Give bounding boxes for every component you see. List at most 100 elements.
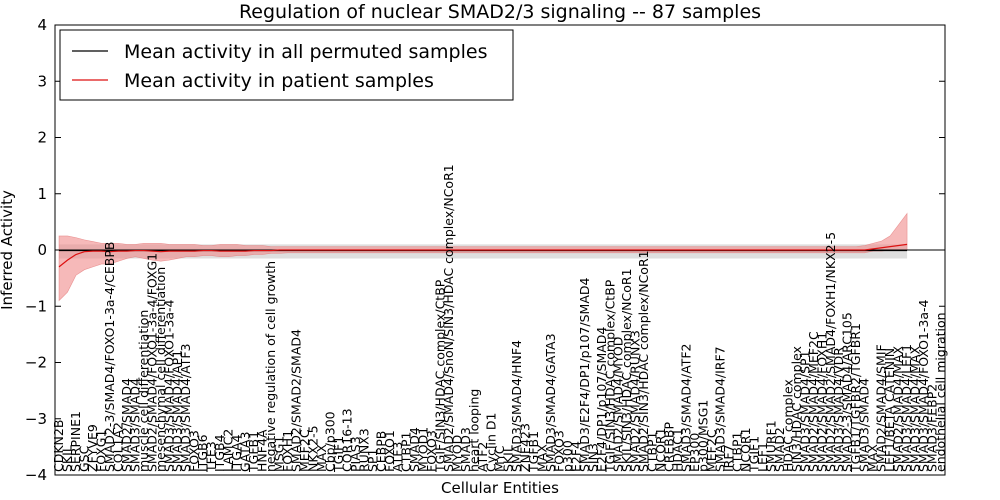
category-label: TFE3 xyxy=(204,441,219,473)
category-label: FOXO3 xyxy=(187,430,202,472)
category-label: NCOR1 xyxy=(738,427,753,472)
category-label: FOXH1 xyxy=(280,430,295,472)
category-label: SMAD3/FEBP2 xyxy=(925,384,940,472)
category-label: SMAD3/SMAD4/FOXO1-3a-4 xyxy=(916,299,931,472)
y-tick-label: 3 xyxy=(37,72,47,90)
category-label: TGFB1 xyxy=(246,431,261,473)
category-label: MAX xyxy=(865,444,880,472)
category-label: SMAD2/SMAD2/SMAD4/FOXH1/NKX2-5 xyxy=(823,232,838,472)
category-label: NCOR1 xyxy=(653,427,668,472)
category-label: ITGB4 xyxy=(212,434,227,472)
category-label: SMAD2/SMAD4/MYOD xyxy=(611,337,626,472)
y-tick-label: −4 xyxy=(25,466,47,484)
category-label: SMAD3/SMAD4 xyxy=(127,378,142,472)
category-label: SMAD3/SMAD4/IRF7 xyxy=(713,346,728,472)
category-label: RUNX3 xyxy=(356,428,371,472)
category-label: E2F4 xyxy=(568,441,583,472)
category-label: MAX xyxy=(314,444,329,472)
category-label: E2F4/DP1/p107/SMAD4 xyxy=(594,327,609,472)
category-label: p300 xyxy=(560,440,575,472)
category-label: MEF2C xyxy=(704,429,719,472)
category-label: FOXO3 xyxy=(424,430,439,472)
category-label: MYC xyxy=(492,445,507,472)
category-label: Cbp/p300 xyxy=(322,411,337,472)
chart-title: Regulation of nuclear SMAD2/3 signaling … xyxy=(239,1,761,23)
category-label: ATF3 xyxy=(390,442,405,472)
category-label: COR16-13 xyxy=(339,408,354,472)
category-label: ZFYVE9 xyxy=(85,424,100,472)
category-label: endothelial cell migration xyxy=(933,312,948,472)
category-label: SMAD2/SMAD4/MEF2C xyxy=(806,331,821,472)
category-label: NKX2-5 xyxy=(305,425,320,472)
category-label: GSC xyxy=(76,445,91,472)
category-label: FOXO3 xyxy=(551,430,566,472)
legend-label-patient: Mean activity in patient samples xyxy=(124,70,434,92)
y-tick-label: 4 xyxy=(37,16,47,34)
category-label: TGIF1 xyxy=(746,436,761,473)
category-label: SMAD2 xyxy=(772,427,787,472)
category-labels: CDKN2BSKILSERPINE1GSCZFYVE9FOXG1SMAD2-3/… xyxy=(51,164,948,473)
category-label: SMAD3/SMAD4/SP1 xyxy=(797,350,812,472)
category-label: SKIL xyxy=(59,445,74,472)
y-tick-label: −1 xyxy=(25,297,47,315)
category-label: ITGB6 xyxy=(195,434,210,472)
category-label: ITGA4 xyxy=(229,434,244,472)
y-tick-label: 1 xyxy=(37,185,47,203)
category-label: TGIF/SIN3/HDAC complex/CtBP xyxy=(602,279,617,473)
category-label: SMAD2/SMAD4/RUNX3 xyxy=(628,330,643,472)
category-label: SIN3/HDAC complex xyxy=(789,346,804,472)
category-label: SMAD3/SMAD4/ATF3 xyxy=(178,344,193,472)
category-label: SMAD3/SMAD4/FOXO1-3a-4 xyxy=(161,299,176,472)
y-tick-label: 0 xyxy=(37,241,47,259)
category-label: MAX xyxy=(534,444,549,472)
category-label: TGIF/SIN3/HDAC complex/CtBP xyxy=(433,279,448,473)
legend-label-permuted: Mean activity in all permuted samples xyxy=(124,41,487,63)
confidence-bands xyxy=(58,212,908,302)
category-label: SMAD4 xyxy=(407,427,422,472)
category-label: TGIF1 xyxy=(331,436,346,473)
category-label: GATA3 xyxy=(238,432,253,472)
category-label: SMAD3/SMAD4 xyxy=(857,378,872,472)
category-label: mesenchymal cell differentiation xyxy=(153,267,168,472)
category-label: SMAD3/E2F4/DP1/p107/SMAD4 xyxy=(577,278,592,472)
x-axis-label: Cellular Entities xyxy=(441,479,559,497)
legend-box xyxy=(59,29,514,101)
category-label: CTBP1 xyxy=(645,432,660,472)
category-label: SMAD3/SMAD4/GATA3 xyxy=(543,333,558,472)
y-axis: 4 3 2 1 0 −1 −2 −3 −4 xyxy=(25,16,945,484)
category-label: SMAD3/SMAD4/LEF1 xyxy=(899,344,914,472)
category-label: ZNF423 xyxy=(517,423,532,472)
category-label: TGFB1 xyxy=(526,431,541,473)
y-tick-label: 2 xyxy=(37,129,47,147)
category-label: ATF2 xyxy=(475,442,490,472)
category-label: LAMC2 xyxy=(221,429,236,472)
category-label: Cyclin D1 xyxy=(484,413,499,472)
category-label: MEF2C xyxy=(297,429,312,472)
category-label: SMAD2/SMAD4/MAX xyxy=(891,346,906,472)
category-label: muscle cell differentiation xyxy=(136,310,151,472)
category-label: HNF4A xyxy=(255,429,270,472)
category-label: SMURF1 xyxy=(763,420,778,472)
category-label: SIN3 xyxy=(585,443,600,472)
category-label: MSG1 xyxy=(272,436,287,472)
category-label: SMAD2/SMAD4/FOXH1 xyxy=(814,332,829,472)
category-label: SMAD2/SMAD4/SMIF xyxy=(874,344,889,472)
category-label: CEBPB xyxy=(373,431,388,472)
category-label: FOXG1 xyxy=(93,430,108,472)
legend: Mean activity in all permuted samples Me… xyxy=(59,29,514,101)
category-label: SMAD2/SMAD4/FOXO1-3a-4/FOXG1 xyxy=(144,253,159,472)
category-label: FOXO1 xyxy=(382,430,397,472)
category-label: heart looping xyxy=(467,389,482,472)
category-label: SMAD2-3/SMAD4/ARC105 xyxy=(840,312,855,472)
category-label: SMAD3/SMAD4/AP1 xyxy=(170,350,185,472)
category-label: COL1A2 xyxy=(110,422,125,472)
y-tick-label: −2 xyxy=(25,354,47,372)
category-label: SMAD3 xyxy=(458,427,473,472)
category-label: SKIL xyxy=(500,445,515,472)
y-tick-label: −3 xyxy=(25,410,47,428)
category-label: MYOD1 xyxy=(416,427,431,472)
category-label: HDAC complex xyxy=(780,379,795,472)
category-label: CTBP1 xyxy=(729,432,744,472)
category-label: SMAD3/SMAD4/HNF4 xyxy=(509,340,524,472)
